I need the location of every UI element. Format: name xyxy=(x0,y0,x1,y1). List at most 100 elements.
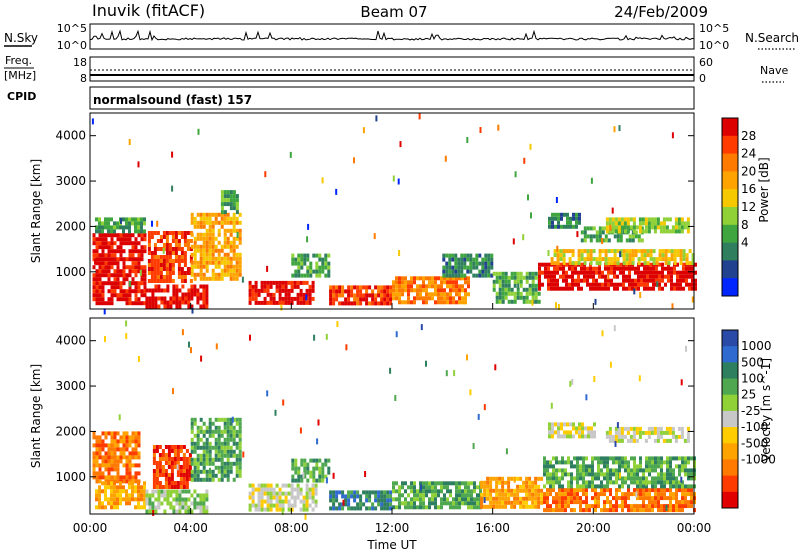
data-cell xyxy=(576,460,579,465)
data-cell xyxy=(570,508,573,513)
data-cell xyxy=(534,275,538,280)
data-cell xyxy=(374,301,378,306)
data-cell xyxy=(552,496,555,501)
nsearch-label: N.Search xyxy=(745,31,799,45)
data-cell xyxy=(576,500,579,505)
data-cell xyxy=(214,425,218,430)
data-cell xyxy=(220,224,224,229)
data-cell xyxy=(143,217,146,222)
data-cell xyxy=(613,270,616,275)
data-cell xyxy=(174,255,178,259)
data-cell xyxy=(660,456,663,461)
data-cell xyxy=(529,143,532,150)
data-cell xyxy=(168,263,172,267)
data-cell xyxy=(672,504,675,509)
data-cell xyxy=(564,460,567,465)
data-cell xyxy=(636,468,639,473)
data-cell xyxy=(128,493,131,498)
data-cell xyxy=(538,274,541,279)
data-cell xyxy=(583,261,587,266)
data-cell xyxy=(110,475,114,480)
data-cell xyxy=(321,474,325,479)
data-cell xyxy=(199,220,203,225)
data-cell xyxy=(567,456,570,461)
data-cell xyxy=(437,284,440,289)
data-cell xyxy=(223,417,227,422)
data-cell xyxy=(561,488,564,493)
data-cell xyxy=(669,480,672,485)
data-cell xyxy=(190,477,194,482)
data-cell xyxy=(125,237,129,242)
data-cell xyxy=(513,279,517,284)
data-cell xyxy=(594,298,597,305)
data-cell xyxy=(140,257,144,262)
data-cell xyxy=(588,464,591,469)
data-cell xyxy=(507,287,511,292)
data-cell xyxy=(147,279,151,283)
data-cell xyxy=(128,459,132,464)
data-cell xyxy=(624,504,627,509)
data-cell xyxy=(110,253,114,258)
data-cell xyxy=(649,278,652,283)
data-cell xyxy=(217,433,221,438)
data-cell xyxy=(131,217,134,222)
data-cell xyxy=(125,443,129,448)
data-cell xyxy=(167,445,171,449)
data-cell xyxy=(208,256,212,261)
data-cell xyxy=(297,466,301,471)
data-cell xyxy=(297,253,301,258)
data-cell xyxy=(600,488,603,493)
data-cell xyxy=(541,270,544,275)
data-cell xyxy=(651,480,654,485)
data-cell xyxy=(519,500,523,505)
data-cell xyxy=(449,288,452,293)
data-cell xyxy=(616,234,620,239)
data-cell xyxy=(257,487,261,492)
data-cell xyxy=(173,465,177,469)
data-cell xyxy=(119,475,123,480)
data-cell xyxy=(196,232,200,237)
data-cell xyxy=(538,270,541,275)
data-cell xyxy=(522,496,526,501)
data-cell xyxy=(217,441,221,446)
data-cell xyxy=(299,280,303,285)
data-cell xyxy=(353,301,357,306)
data-cell xyxy=(113,285,117,290)
data-cell xyxy=(673,266,676,271)
data-cell xyxy=(546,476,549,481)
data-cell xyxy=(272,503,276,508)
data-cell xyxy=(419,284,422,289)
data-cell xyxy=(636,464,639,469)
data-cell xyxy=(519,275,523,280)
data-cell xyxy=(190,473,194,478)
data-cell xyxy=(266,495,270,500)
data-cell xyxy=(229,465,233,470)
data-cell xyxy=(603,464,606,469)
data-cell xyxy=(627,492,630,497)
data-cell xyxy=(619,262,622,267)
data-cell xyxy=(422,276,425,281)
data-cell xyxy=(329,297,333,302)
data-cell xyxy=(478,269,482,274)
data-cell xyxy=(652,270,655,275)
data-cell xyxy=(306,269,310,274)
data-cell xyxy=(182,477,186,481)
data-cell xyxy=(404,501,407,506)
data-cell xyxy=(208,421,212,426)
data-cell xyxy=(455,481,458,486)
data-cell xyxy=(589,266,592,271)
data-cell xyxy=(308,503,312,508)
data-cell xyxy=(660,484,663,489)
data-cell xyxy=(632,225,636,230)
data-cell xyxy=(128,139,131,145)
data-cell xyxy=(558,468,561,473)
data-cell xyxy=(220,260,224,265)
data-cell xyxy=(293,495,297,500)
data-cell xyxy=(466,253,470,258)
data-cell xyxy=(467,292,470,297)
data-cell xyxy=(669,476,672,481)
data-cell xyxy=(556,257,560,262)
data-cell xyxy=(648,492,651,497)
data-cell xyxy=(546,488,549,493)
data-cell xyxy=(505,448,508,455)
